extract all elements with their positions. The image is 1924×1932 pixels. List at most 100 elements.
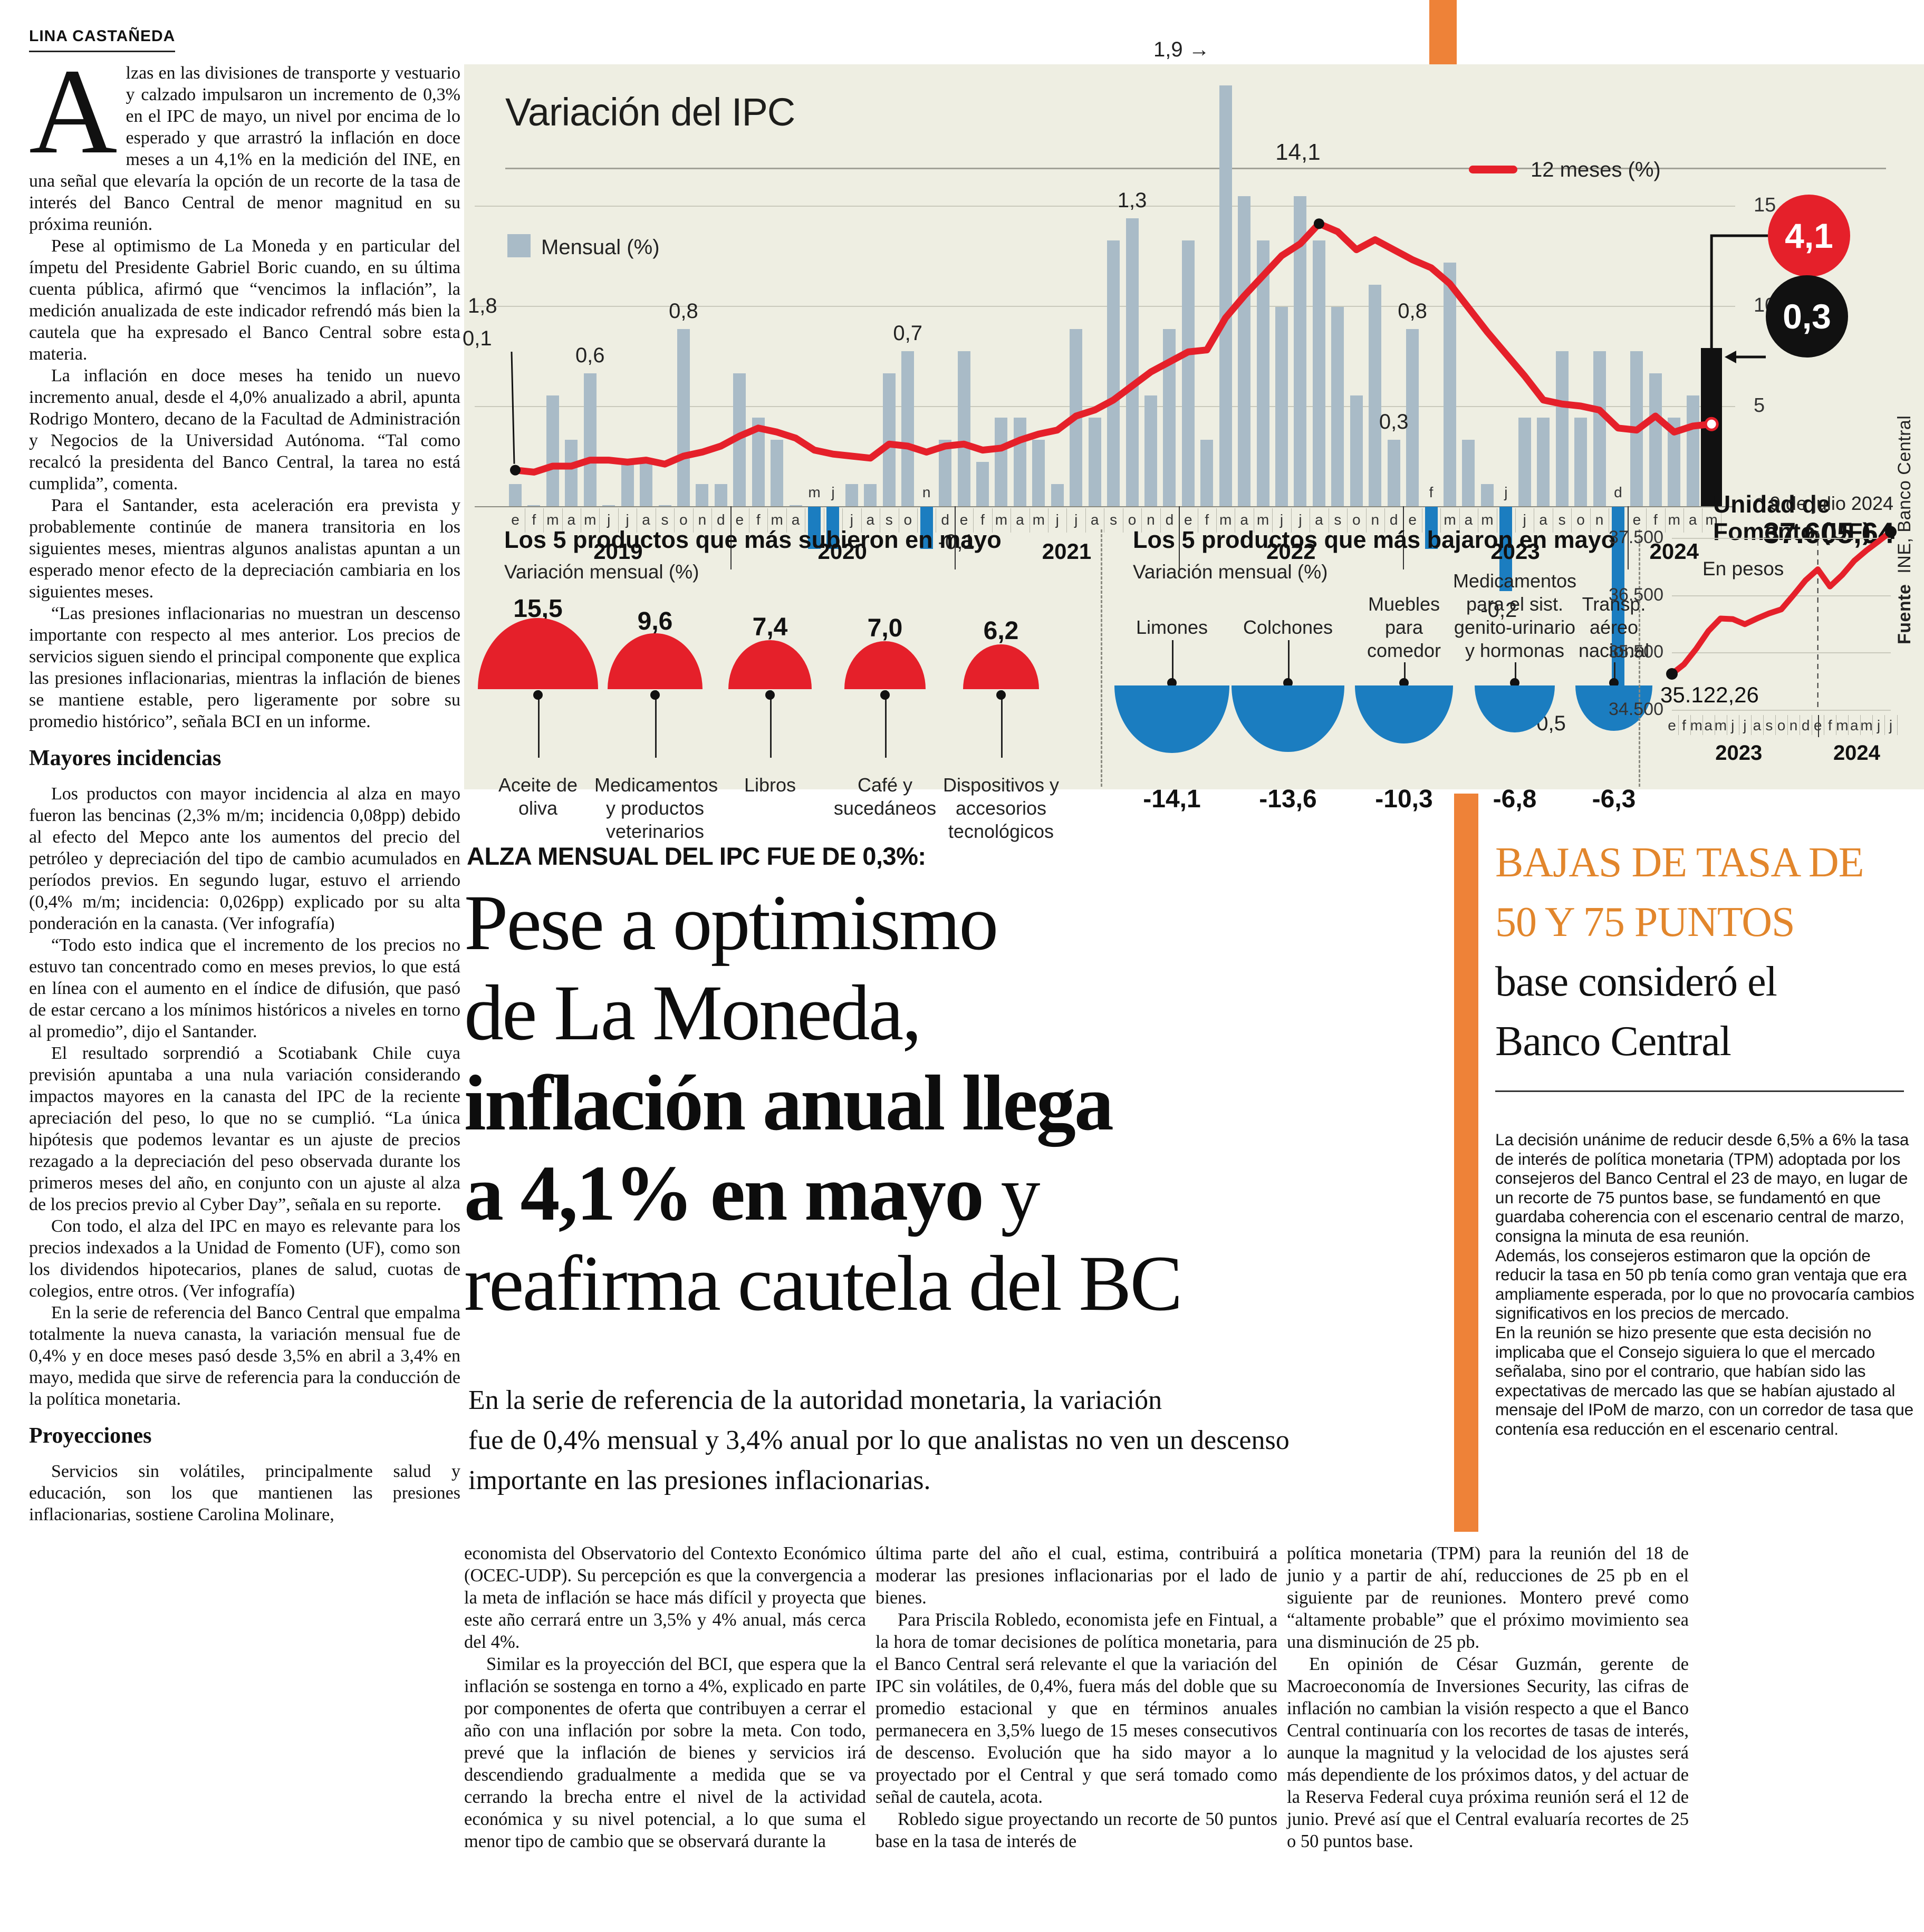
bottom-column-paragraph: Robledo sigue proyectando un recorte de …	[876, 1809, 1277, 1851]
month-letter-cell	[805, 508, 824, 533]
bar-month	[1518, 418, 1531, 506]
uf-year-label: 2024	[1833, 741, 1880, 765]
peak-label: 14,1	[1275, 139, 1321, 166]
month-letter-cell: m	[1440, 508, 1460, 533]
month-letter-cell: f	[1646, 508, 1666, 533]
bar-month	[565, 440, 578, 506]
month-letter-cell: a	[1459, 508, 1479, 533]
line-start-label: 1,8	[468, 294, 497, 317]
bar-month	[640, 462, 653, 506]
start-stem	[511, 351, 515, 464]
month-letter-cell: m	[1030, 508, 1049, 533]
legend-12meses-label: 12 meses (%)	[1531, 158, 1661, 181]
bar-month	[1369, 285, 1382, 506]
bajaron-stem	[1614, 662, 1615, 683]
infographic-panel: Variación del IPC Mensual (%) 12 meses (…	[463, 38, 1924, 842]
month-letter-cell: f	[749, 508, 768, 533]
headline-line: inflación anual llega	[464, 1058, 1435, 1148]
month-letter-cell: j	[1048, 508, 1067, 533]
bar-month	[995, 418, 1008, 506]
byline: LINA CASTAÑEDA	[29, 27, 176, 52]
left-column-paragraph: En la serie de referencia del Banco Cent…	[29, 1303, 460, 1409]
month-letter-cell: a	[562, 508, 582, 533]
uf-gridline	[1672, 709, 1891, 711]
uf-month-letter: j	[1727, 715, 1739, 735]
bar-value-label: 0,6	[575, 344, 605, 367]
year-label: 2019	[593, 539, 643, 564]
month-letter-cell: a	[1534, 508, 1553, 533]
bajaron-value: -14,1	[1143, 785, 1201, 813]
bar-month	[714, 484, 727, 506]
headline-line: reafirma cautela del BC	[464, 1239, 1435, 1329]
month-letter-cell: f	[1198, 508, 1217, 533]
annual-arrowhead	[1705, 406, 1718, 418]
year-separator	[730, 506, 732, 569]
uf-month-letter: j	[1739, 715, 1752, 735]
headline: Pese a optimismo de La Moneda, inflación a…	[464, 878, 1435, 1329]
month-letter-cell: a	[786, 508, 806, 533]
bajaron-dot	[1283, 678, 1293, 688]
bottom-column-1: economista del Observatorio del Contexto…	[464, 1542, 866, 1852]
bajaron-name: Medicamentos para el sist. genito-urinar…	[1452, 570, 1577, 661]
bar-month	[1537, 418, 1550, 506]
left-column-subhead: Mayores incidencias	[29, 746, 222, 770]
subheadline-line: En la serie de referencia de la autorida…	[468, 1385, 1162, 1415]
month-letter-cell: j	[1291, 508, 1311, 533]
bottom-column-paragraph: Similar es la proyección del BCI, que es…	[464, 1654, 866, 1851]
month-letter-cell: m	[767, 508, 787, 533]
bar-month	[1088, 418, 1101, 506]
bar-month-negative	[808, 507, 821, 549]
bar-month	[901, 351, 915, 506]
bar-month	[1350, 395, 1363, 506]
year-label: 2024	[1649, 539, 1699, 564]
bajaron-dot	[1609, 678, 1619, 688]
bar-month	[1238, 196, 1251, 506]
subieron-stem	[1001, 690, 1003, 758]
left-column-paragraph: Para el Santander, esta aceleración era …	[29, 496, 460, 602]
bar-month	[882, 373, 896, 506]
orange-sidebar-rule	[1454, 794, 1478, 1532]
month-letter-cell: s	[656, 508, 675, 533]
month-letter-cell: a	[637, 508, 656, 533]
annual-badge: 4,1	[1768, 195, 1850, 277]
month-letter-cell: e	[1628, 508, 1647, 533]
left-column-paragraph: Servicios sin volátiles, principalmente …	[29, 1462, 460, 1524]
axis-zero-line	[475, 506, 1735, 507]
y-axis-label: 5	[1754, 394, 1765, 417]
start-dot	[510, 465, 521, 476]
month-letter-cell: s	[1329, 508, 1348, 533]
subieron-dot	[765, 690, 775, 700]
month-letter-cell: m	[992, 508, 1012, 533]
bar-value-label: 0,8	[669, 300, 698, 323]
year-separator	[1179, 506, 1180, 569]
left-column-paragraph: “Todo esto indica que el incremento de l…	[29, 935, 460, 1041]
uf-month-letter: d	[1800, 715, 1813, 735]
bar-month	[1200, 440, 1214, 506]
subieron-name: Café y sucedáneos	[833, 774, 937, 819]
bottom-column-3: política monetaria (TPM) para la reunión…	[1287, 1542, 1689, 1852]
sidebar-body: La decisión unánime de reducir desde 6,5…	[1495, 1130, 1922, 1439]
uf-gridline	[1672, 538, 1891, 539]
headline-line: Pese a optimismo	[464, 878, 1435, 968]
month-letter-cell: o	[1123, 508, 1142, 533]
bar-value-label: 0,8	[1398, 300, 1427, 323]
uf-month-letter: j	[1872, 715, 1885, 735]
bar-month	[602, 505, 615, 506]
month-letter-negative: j	[831, 484, 835, 500]
legend-12meses-swatch	[1469, 166, 1517, 173]
bar-month-negative	[920, 507, 933, 549]
bar-month	[621, 462, 634, 506]
bar-month	[957, 351, 970, 506]
uf-month-letter: o	[1775, 715, 1788, 735]
ipc-line-layer	[510, 218, 1768, 476]
bottom-column-paragraph: En opinión de César Guzmán, gerente de M…	[1287, 1654, 1689, 1851]
bajaron-name: Transp. aéreo nacional	[1578, 593, 1650, 661]
bar-value-label: 0,3	[1379, 410, 1409, 433]
bar-month	[976, 462, 989, 506]
uf-unit-label: En pesos	[1702, 558, 1784, 579]
subieron-value: 7,4	[752, 613, 788, 642]
y-axis-label: 0	[1754, 495, 1765, 517]
bajaron-name: Colchones	[1243, 616, 1333, 638]
subieron-value: 6,2	[983, 616, 1019, 645]
